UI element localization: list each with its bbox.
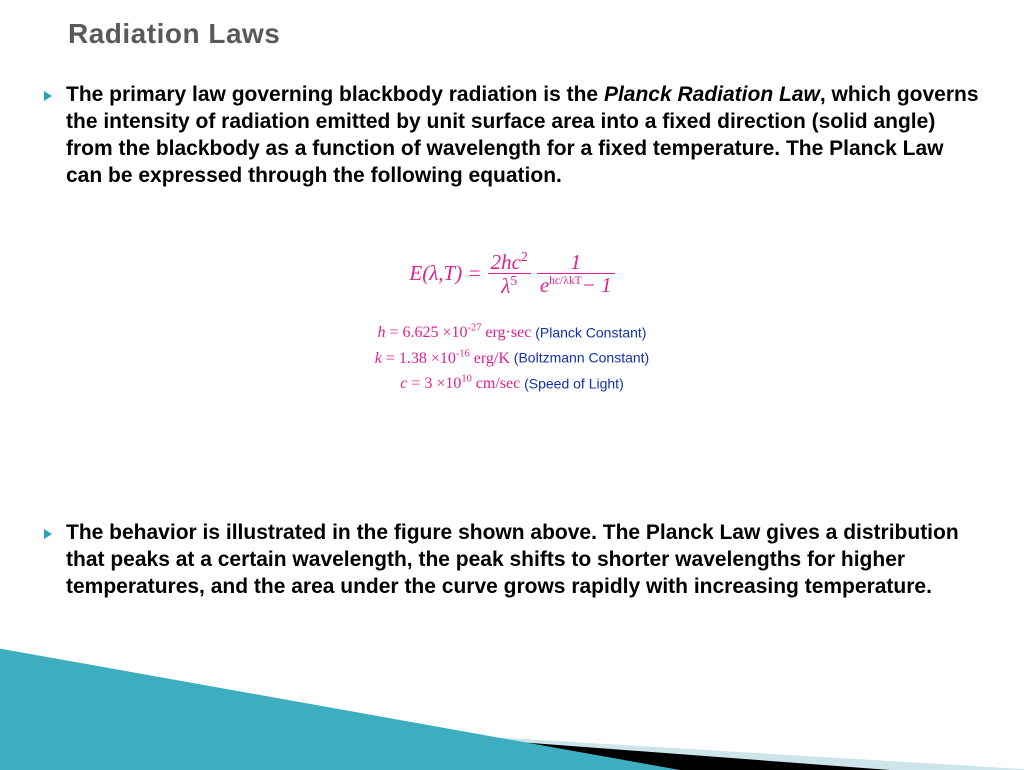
slide-title: Radiation Laws	[68, 18, 280, 50]
eq-f2-num: 1	[567, 251, 584, 273]
const-rest: = 1.38 ×10	[382, 350, 456, 367]
bullet-text-pre: The behavior is illustrated in the figur…	[66, 521, 959, 598]
constant-line: k = 1.38 ×10-16 erg/K (Boltzmann Constan…	[0, 348, 1024, 367]
planck-equation: E(λ,T) = 2hc2 λ5 1 ehc/λkT− 1	[409, 250, 614, 297]
const-exp: 10	[461, 374, 471, 385]
equation-block: E(λ,T) = 2hc2 λ5 1 ehc/λkT− 1 h = 6.625 …	[0, 250, 1024, 393]
const-rest: = 6.625 ×10	[386, 324, 468, 341]
eq-fraction-2: 1 ehc/λkT− 1	[537, 251, 615, 296]
eq-f1-num-sup: 2	[521, 249, 528, 264]
eq-f1-num: 2hc	[491, 250, 521, 274]
const-label: (Planck Constant)	[531, 324, 646, 340]
eq-lhs: E(λ,T) =	[409, 261, 481, 286]
content-block-2: The behavior is illustrated in the figur…	[44, 520, 984, 619]
content-block: The primary law governing blackbody radi…	[44, 82, 984, 208]
constant-line: h = 6.625 ×10-27 erg·sec (Planck Constan…	[0, 323, 1024, 342]
const-rest: = 3 ×10	[407, 375, 461, 392]
const-exp: -16	[456, 348, 470, 359]
const-exp: -27	[468, 323, 482, 334]
eq-f1-den: λ	[501, 274, 510, 298]
const-var: h	[378, 324, 386, 341]
eq-f1-den-sup: 5	[510, 273, 517, 288]
bullet-text: The behavior is illustrated in the figur…	[66, 520, 984, 601]
const-unit: erg·sec	[481, 324, 531, 341]
decor-triangle-teal	[0, 645, 680, 770]
bullet-triangle-icon	[44, 529, 52, 539]
const-unit: erg/K	[470, 350, 510, 367]
eq-f2-den-e: e	[540, 273, 549, 297]
bullet-text-italic: Planck Radiation Law	[604, 83, 820, 106]
bullet-text-pre: The primary law governing blackbody radi…	[66, 83, 604, 106]
eq-f2-den-right: − 1	[582, 273, 612, 297]
bullet-item: The behavior is illustrated in the figur…	[44, 520, 984, 601]
const-var: k	[375, 350, 382, 367]
eq-fraction-1: 2hc2 λ5	[488, 250, 531, 297]
bullet-item: The primary law governing blackbody radi…	[44, 82, 984, 190]
const-label: (Speed of Light)	[520, 375, 624, 391]
const-unit: cm/sec	[472, 375, 520, 392]
const-label: (Boltzmann Constant)	[510, 350, 649, 366]
bullet-triangle-icon	[44, 91, 52, 101]
bullet-text: The primary law governing blackbody radi…	[66, 82, 984, 190]
constant-line: c = 3 ×1010 cm/sec (Speed of Light)	[0, 374, 1024, 393]
eq-f2-den-exp: hc/λkT	[549, 275, 582, 287]
